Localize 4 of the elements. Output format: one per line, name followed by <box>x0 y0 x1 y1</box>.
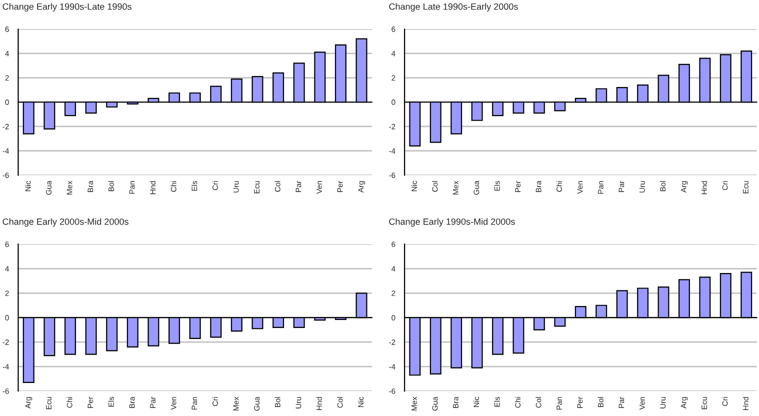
chart-title: Change Late 1990s-Early 2000s <box>389 3 518 12</box>
chart-title: Change Early 1990s-Mid 2000s <box>389 218 515 227</box>
chart-title: Change Early 1990s-Late 1990s <box>2 3 132 12</box>
chart-title: Change Early 2000s-Mid 2000s <box>2 218 128 227</box>
